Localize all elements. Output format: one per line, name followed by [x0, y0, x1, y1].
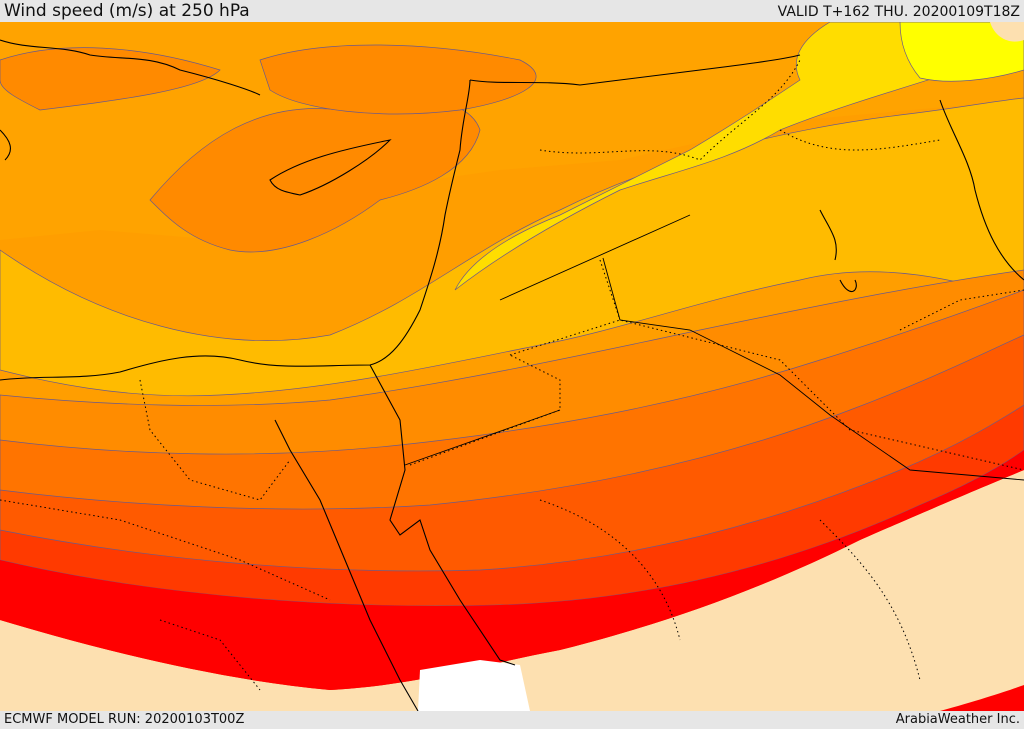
speed-band-calm-ne — [990, 22, 1024, 42]
speed-band-blob-2 — [259, 44, 537, 115]
speed-band-calm — [0, 470, 1024, 711]
map-canvas — [0, 22, 1024, 711]
credit-label: ArabiaWeather Inc. — [895, 712, 1020, 727]
country-borders — [0, 59, 1024, 691]
sea-patch — [418, 660, 530, 711]
speed-band-max — [0, 450, 1024, 690]
footer-bar: ECMWF MODEL RUN: 20200103T00Z ArabiaWeat… — [0, 711, 1024, 729]
speed-band-max-se — [940, 685, 1024, 711]
title-bar: Wind speed (m/s) at 250 hPa VALID T+162 … — [0, 0, 1024, 22]
coastlines — [0, 39, 1024, 711]
wind-speed-map — [0, 22, 1024, 711]
speed-band-blob-3 — [0, 47, 221, 111]
region-boundaries — [404, 214, 1024, 481]
map-title: Wind speed (m/s) at 250 hPa — [4, 1, 250, 21]
speed-band-bright-yellow — [899, 22, 1024, 82]
speed-band-yellow-orange — [0, 22, 1024, 397]
model-run-label: ECMWF MODEL RUN: 20200103T00Z — [4, 712, 245, 727]
valid-time-label: VALID T+162 THU. 20200109T18Z — [777, 4, 1020, 20]
speed-band-blob-1 — [149, 99, 481, 253]
